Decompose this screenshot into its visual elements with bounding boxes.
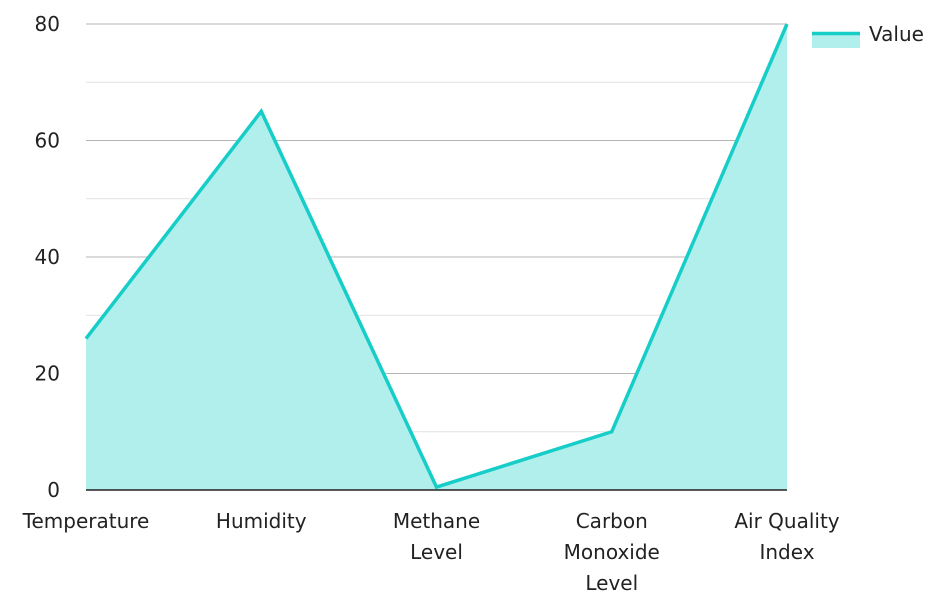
- legend: Value: [812, 22, 924, 48]
- y-tick-label: 0: [47, 478, 60, 502]
- x-tick-label: Carbon Monoxide Level: [564, 509, 660, 594]
- y-tick-label: 60: [35, 129, 60, 153]
- x-tick-label: Humidity: [216, 509, 307, 533]
- x-tick-label: Methane Level: [393, 509, 480, 564]
- x-tick-label: Air Quality Index: [734, 509, 839, 564]
- x-axis-tick-labels: Temperature Humidity Methane Level Carbon Mon…: [22, 509, 840, 594]
- y-axis-tick-labels: 0 20 40 60 80: [35, 12, 60, 502]
- legend-label-value: Value: [869, 22, 924, 46]
- y-tick-label: 80: [35, 12, 60, 36]
- series-area-value: [86, 24, 787, 490]
- series-line-value: [84, 23, 789, 490]
- y-tick-label: 40: [35, 245, 60, 269]
- x-tick-label: Temperature: [22, 509, 150, 533]
- y-tick-label: 20: [35, 362, 60, 386]
- legend-swatch-value: [812, 32, 860, 48]
